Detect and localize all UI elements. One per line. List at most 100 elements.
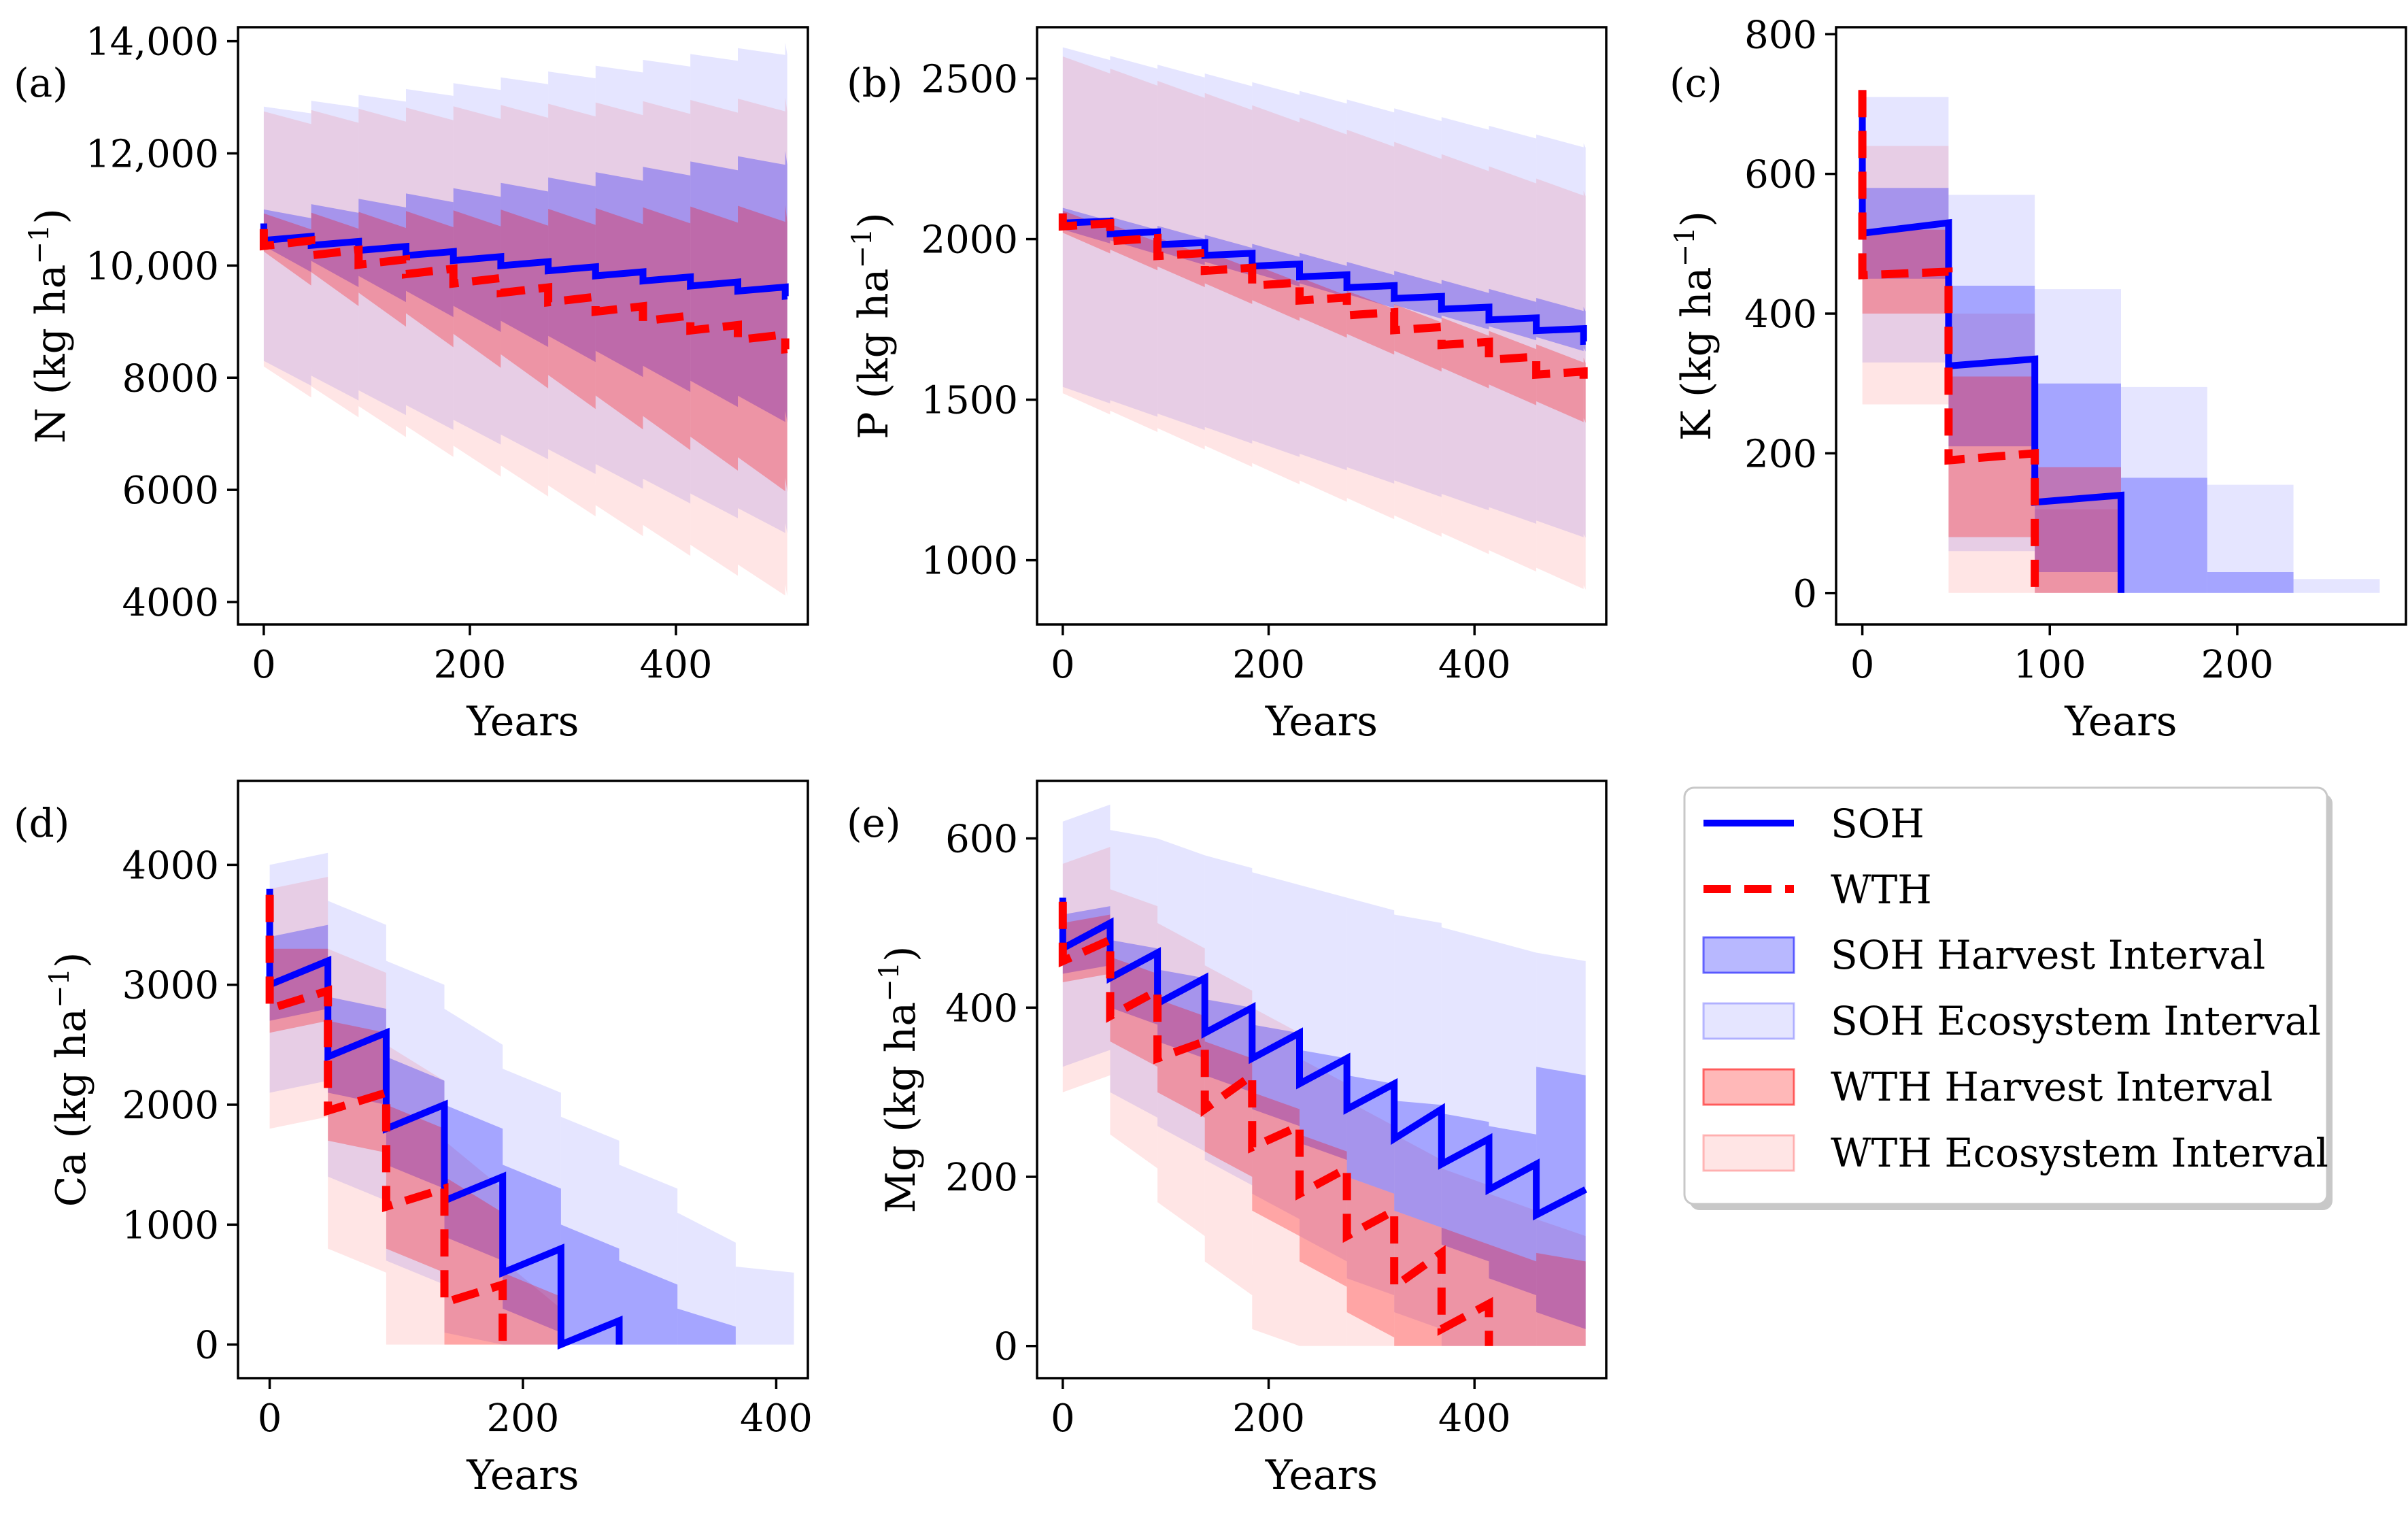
soh-harvest-band-d	[328, 997, 386, 1105]
wth-ecosystem-band-b	[1300, 117, 1347, 502]
soh-harvest-band-c	[2121, 478, 2207, 593]
x-tick-label-b: 400	[1438, 643, 1511, 687]
panel-c: 0 100 200 0 200 400 600 800 Years K (kg ha−1) (c)	[1669, 13, 2407, 746]
y-tick-label-b: 2000	[921, 218, 1018, 263]
y-tick-label-d: 2000	[122, 1084, 219, 1128]
wth-harvest-band-a	[311, 212, 359, 306]
panel-letter-b: (b)	[847, 60, 902, 106]
soh-ecosystem-band-c	[2207, 484, 2294, 593]
wth-harvest-band-a	[595, 207, 643, 430]
soh-ecosystem-band-d	[619, 1165, 678, 1345]
x-tick-label-a: 200	[434, 643, 507, 687]
y-axis-title-a: N (kg ha−1)	[24, 208, 75, 444]
x-tick-label-e: 200	[1232, 1397, 1305, 1441]
soh-harvest-band-b	[1441, 280, 1489, 330]
y-tick-label-c: 200	[1744, 432, 1817, 476]
soh-harvest-band-e	[1157, 969, 1205, 1058]
soh-harvest-band-d	[619, 1260, 678, 1345]
wth-harvest-band-e	[1252, 1092, 1300, 1237]
wth-ecosystem-band-b	[1157, 80, 1205, 450]
x-tick-label-e: 400	[1438, 1397, 1511, 1441]
legend-soh-harvest-swatch	[1702, 936, 1795, 974]
y-axis-title-d: Ca (kg ha−1)	[44, 952, 95, 1207]
wth-ecosystem-band-b	[1346, 129, 1395, 520]
wth-harvest-band-d	[386, 1105, 445, 1273]
y-tick-label-e: 600	[945, 818, 1018, 862]
plot-area-e	[1058, 804, 1587, 1346]
y-axis-title-c: K (kg ha−1)	[1669, 211, 1720, 441]
soh-ecosystem-band-d	[503, 1069, 561, 1345]
wth-ecosystem-band-b	[1252, 105, 1300, 485]
y-tick-label-c: 600	[1744, 153, 1817, 197]
soh-harvest-band-d	[677, 1308, 736, 1345]
soh-harvest-band-e	[1394, 1101, 1442, 1228]
x-tick-label-b: 200	[1232, 643, 1305, 687]
legend-box	[1683, 786, 2328, 1205]
soh-ecosystem-band-a	[595, 65, 643, 489]
panel-letter-d: (d)	[14, 800, 69, 846]
plot-area-b	[1058, 47, 1588, 590]
wth-harvest-band-e	[1110, 956, 1158, 1067]
wth-line-a	[259, 229, 790, 354]
wth-ecosystem-band-e	[1252, 1007, 1300, 1346]
wth-ecosystem-band-d	[503, 1260, 561, 1345]
axes-frame-e	[1036, 780, 1608, 1380]
soh-ecosystem-band-d	[328, 901, 386, 1201]
soh-ecosystem-band-b	[1394, 108, 1442, 497]
wth-ecosystem-band-e	[1536, 1219, 1586, 1346]
soh-ecosystem-band-d	[444, 1009, 503, 1345]
wth-ecosystem-band-a	[501, 105, 549, 497]
wth-harvest-band-e	[1204, 1041, 1253, 1177]
wth-ecosystem-band-b	[1536, 178, 1584, 589]
wth-harvest-band-e	[1441, 1227, 1489, 1346]
soh-ecosystem-band-a	[453, 83, 501, 445]
wth-harvest-band-a	[501, 210, 549, 388]
wth-harvest-band-e	[1394, 1210, 1442, 1346]
wth-harvest-band-a	[263, 213, 311, 286]
soh-harvest-band-b	[1536, 298, 1584, 352]
soh-ecosystem-band-c	[1948, 195, 2035, 552]
wth-harvest-band-e	[1346, 1177, 1395, 1338]
wth-harvest-band-a	[453, 210, 501, 368]
soh-ecosystem-band-e	[1536, 952, 1586, 1346]
soh-ecosystem-band-c	[2035, 289, 2121, 593]
wth-ecosystem-band-a	[311, 110, 359, 418]
wth-harvest-band-b	[1489, 331, 1537, 405]
panels: 0 200 40040006000800010,00012,00014,000Yea…	[14, 13, 2407, 1499]
soh-ecosystem-band-b	[1300, 90, 1347, 471]
soh-line-a	[260, 223, 789, 300]
soh-ecosystem-band-b	[1204, 73, 1253, 444]
wth-ecosystem-band-a	[738, 99, 785, 596]
y-tick-label-d: 1000	[122, 1203, 219, 1248]
soh-ecosystem-band-b	[1441, 117, 1489, 511]
wth-ecosystem-band-a	[358, 108, 406, 437]
wth-harvest-band-a	[406, 211, 454, 348]
soh-ecosystem-band-a	[263, 106, 311, 386]
wth-harvest-band-b	[1204, 250, 1253, 304]
wth-harvest-band-e	[1536, 1252, 1586, 1346]
legend-wth-ecosystem-label: WTH Ecosystem Interval	[1831, 1130, 2328, 1176]
wth-harvest-band-e	[1157, 999, 1205, 1118]
soh-ecosystem-band-e	[1157, 838, 1205, 1152]
wth-ecosystem-band-e	[1062, 847, 1110, 1092]
soh-harvest-band-e	[1204, 999, 1253, 1092]
soh-harvest-band-d	[560, 1224, 620, 1345]
soh-ecosystem-band-a	[406, 88, 454, 430]
wth-ecosystem-band-e	[1489, 1193, 1537, 1346]
soh-line-c	[1859, 90, 2124, 593]
wth-harvest-band-b	[1300, 277, 1347, 338]
wth-ecosystem-band-b	[1489, 166, 1537, 572]
soh-ecosystem-band-b	[1346, 99, 1395, 484]
wth-ecosystem-band-a	[263, 111, 311, 398]
wth-line-b	[1058, 213, 1588, 394]
wth-ecosystem-band-e	[1204, 965, 1253, 1296]
soh-harvest-band-b	[1489, 288, 1537, 341]
y-tick-label-b: 1000	[921, 539, 1018, 584]
wth-harvest-band-a	[690, 206, 738, 471]
wth-ecosystem-band-a	[690, 99, 738, 576]
axes-frame-a	[237, 26, 809, 626]
panel-letter-e: (e)	[847, 800, 901, 846]
legend-soh-ecosystem-swatch	[1702, 1002, 1795, 1040]
soh-harvest-band-c	[1948, 286, 2035, 447]
